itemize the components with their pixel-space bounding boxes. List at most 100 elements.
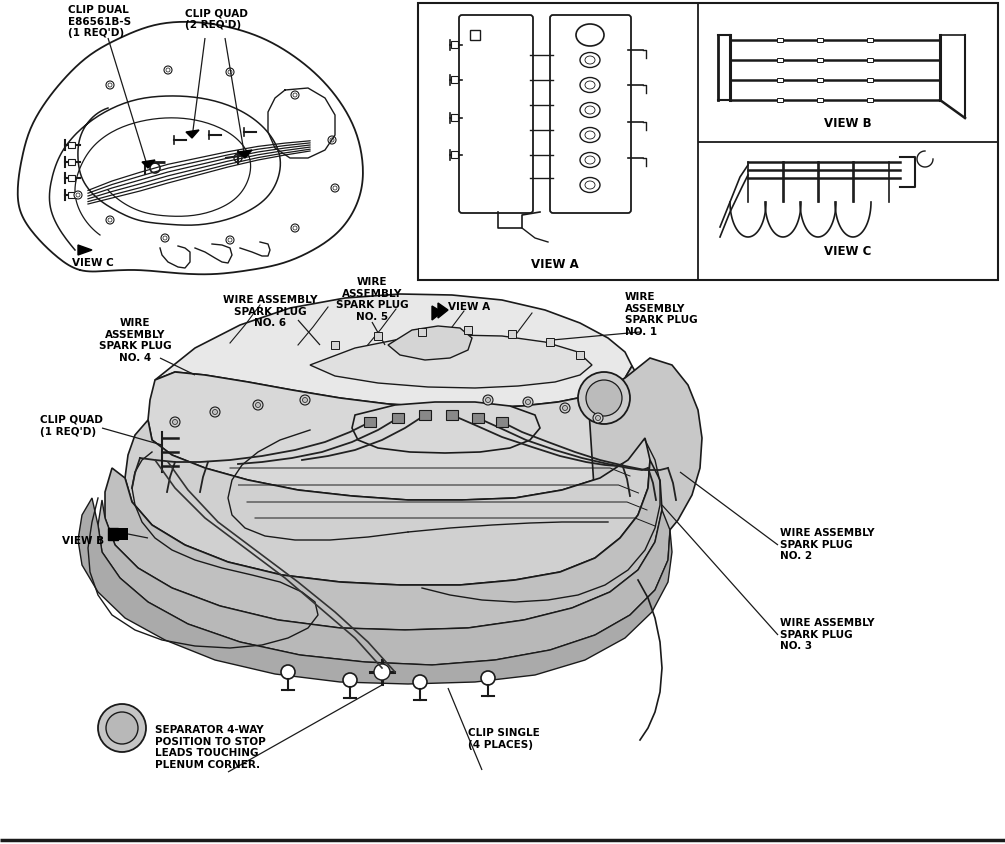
Circle shape [212, 409, 217, 414]
Circle shape [74, 191, 82, 199]
Text: CLIP DUAL
E86561B-S
(1 REQ'D): CLIP DUAL E86561B-S (1 REQ'D) [68, 5, 131, 38]
Circle shape [300, 395, 310, 405]
Bar [496, 417, 508, 427]
Bar [817, 78, 823, 82]
Bar [451, 151, 458, 158]
Bar [867, 38, 873, 42]
Polygon shape [432, 306, 442, 320]
Text: WIRE ASSEMBLY
SPARK PLUG
NO. 2: WIRE ASSEMBLY SPARK PLUG NO. 2 [780, 528, 874, 561]
Bar [777, 98, 783, 102]
Text: VIEW A: VIEW A [531, 258, 579, 271]
Bar [364, 417, 376, 427]
Polygon shape [238, 150, 252, 158]
Text: VIEW A: VIEW A [448, 302, 490, 312]
Ellipse shape [585, 181, 595, 189]
Circle shape [413, 675, 427, 689]
Circle shape [164, 66, 172, 74]
Circle shape [331, 184, 339, 192]
Circle shape [526, 399, 531, 404]
Bar [418, 328, 426, 336]
Bar [777, 38, 783, 42]
Polygon shape [78, 245, 92, 255]
Bar [817, 58, 823, 62]
Bar [867, 78, 873, 82]
Polygon shape [310, 335, 592, 388]
Bar [68, 192, 75, 198]
Bar [546, 338, 554, 346]
Circle shape [106, 216, 114, 224]
Text: SEPARATOR 4-WAY
POSITION TO STOP
LEADS TOUCHING
PLENUM CORNER.: SEPARATOR 4-WAY POSITION TO STOP LEADS T… [155, 725, 265, 770]
Text: VIEW C: VIEW C [72, 258, 114, 268]
Circle shape [374, 664, 390, 680]
Text: WIRE
ASSEMBLY
SPARK PLUG
NO. 1: WIRE ASSEMBLY SPARK PLUG NO. 1 [625, 292, 697, 337]
Bar [867, 58, 873, 62]
Polygon shape [98, 500, 670, 665]
Text: WIRE
ASSEMBLY
SPARK PLUG
NO. 4: WIRE ASSEMBLY SPARK PLUG NO. 4 [98, 318, 171, 363]
Circle shape [226, 68, 234, 76]
Circle shape [253, 400, 263, 410]
Circle shape [483, 395, 493, 405]
Circle shape [485, 398, 490, 403]
Circle shape [328, 136, 336, 144]
Circle shape [593, 413, 603, 423]
Text: CLIP SINGLE
(4 PLACES): CLIP SINGLE (4 PLACES) [468, 728, 540, 749]
Polygon shape [186, 130, 199, 138]
Text: CLIP QUAD
(2 REQ'D): CLIP QUAD (2 REQ'D) [185, 8, 248, 30]
Circle shape [291, 224, 299, 232]
Ellipse shape [576, 24, 604, 46]
Bar [777, 58, 783, 62]
Text: VIEW B: VIEW B [824, 117, 871, 130]
Bar [68, 175, 75, 181]
Ellipse shape [580, 127, 600, 143]
FancyBboxPatch shape [550, 15, 631, 213]
Bar [817, 98, 823, 102]
Circle shape [228, 70, 232, 74]
Circle shape [560, 403, 570, 413]
Bar [418, 3, 998, 280]
Circle shape [106, 81, 114, 89]
Text: CLIP QUAD
(1 REQ'D): CLIP QUAD (1 REQ'D) [40, 415, 103, 436]
Circle shape [293, 93, 297, 97]
Bar [777, 78, 783, 82]
Circle shape [281, 665, 295, 679]
Bar [817, 38, 823, 42]
Bar [108, 528, 128, 540]
Circle shape [481, 671, 495, 685]
Circle shape [173, 419, 178, 425]
Circle shape [98, 704, 146, 752]
Circle shape [586, 380, 622, 416]
Circle shape [108, 218, 112, 222]
Bar [464, 326, 472, 334]
Bar [451, 114, 458, 121]
Polygon shape [588, 358, 702, 578]
Circle shape [163, 236, 167, 240]
Circle shape [210, 407, 220, 417]
Bar [68, 159, 75, 165]
Circle shape [596, 415, 601, 420]
Circle shape [523, 397, 533, 407]
Circle shape [255, 403, 260, 408]
Ellipse shape [580, 78, 600, 93]
Polygon shape [78, 498, 672, 684]
Bar [451, 41, 458, 48]
Polygon shape [352, 402, 540, 453]
Circle shape [343, 673, 357, 687]
Circle shape [170, 417, 180, 427]
Text: WIRE ASSEMBLY
SPARK PLUG
NO. 6: WIRE ASSEMBLY SPARK PLUG NO. 6 [223, 295, 318, 328]
Circle shape [166, 68, 170, 72]
Circle shape [333, 186, 337, 190]
Polygon shape [105, 460, 662, 630]
Bar [472, 413, 484, 423]
Text: VIEW C: VIEW C [824, 245, 871, 258]
Bar [331, 341, 339, 349]
Circle shape [330, 138, 334, 142]
Text: WIRE
ASSEMBLY
SPARK PLUG
NO. 5: WIRE ASSEMBLY SPARK PLUG NO. 5 [336, 277, 408, 322]
Circle shape [291, 91, 299, 99]
Bar [508, 330, 516, 338]
Text: WIRE ASSEMBLY
SPARK PLUG
NO. 3: WIRE ASSEMBLY SPARK PLUG NO. 3 [780, 618, 874, 652]
Bar [374, 332, 382, 340]
Circle shape [106, 712, 138, 744]
Circle shape [108, 83, 112, 87]
Polygon shape [155, 294, 632, 408]
Circle shape [578, 372, 630, 424]
